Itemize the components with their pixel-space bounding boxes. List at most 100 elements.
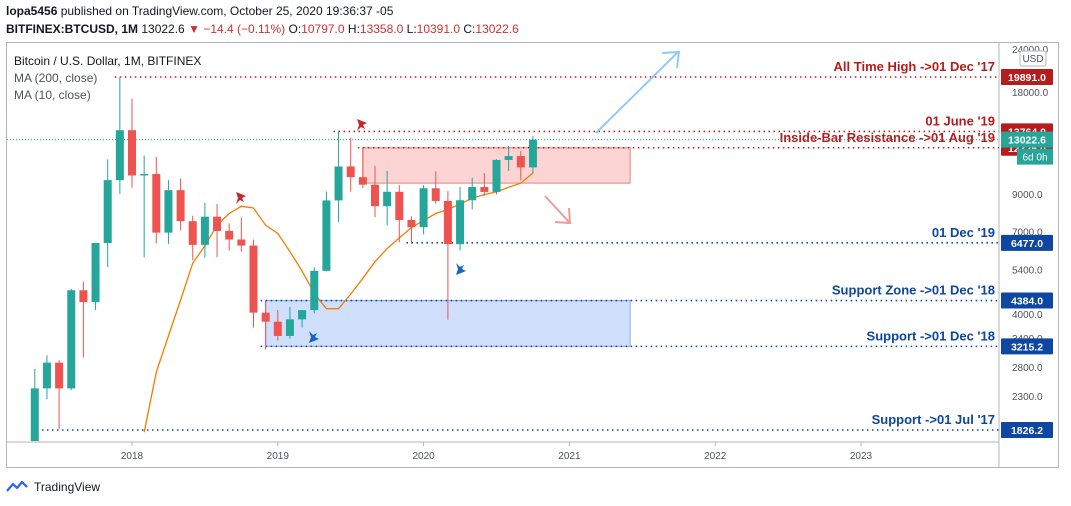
level-label: 01 Dec '19 xyxy=(932,225,995,240)
candle-body[interactable] xyxy=(79,290,88,303)
level-label: 01 June '19 xyxy=(925,113,995,128)
x-tick-label: 2022 xyxy=(704,451,727,462)
price-tag-bg xyxy=(1001,234,1053,251)
candle-body[interactable] xyxy=(273,321,282,336)
bearish-projection-arrow[interactable] xyxy=(544,195,570,223)
candle-body[interactable] xyxy=(152,173,161,233)
sell-signal-icon[interactable] xyxy=(236,192,246,204)
y-tick-label: 7000.0 xyxy=(1012,227,1043,238)
candle-body[interactable] xyxy=(334,166,343,201)
candle-body[interactable] xyxy=(42,362,51,389)
candle-body[interactable] xyxy=(322,200,331,271)
candle-body[interactable] xyxy=(285,319,294,336)
candle-body[interactable] xyxy=(504,156,513,160)
author-name[interactable]: lopa5456 xyxy=(6,4,58,18)
tradingview-logo-icon[interactable] xyxy=(6,481,28,493)
candle-body[interactable] xyxy=(164,190,173,233)
x-tick-label: 2021 xyxy=(558,451,581,462)
arrow-head-icon xyxy=(554,207,572,225)
close-value: 13022.6 xyxy=(475,22,519,36)
arrow-head-icon xyxy=(661,50,681,69)
candle-body[interactable] xyxy=(346,166,355,178)
candle-body[interactable] xyxy=(225,230,234,240)
candle-body[interactable] xyxy=(310,270,319,311)
candle-body[interactable] xyxy=(407,220,416,228)
y-tick-label: 4000.0 xyxy=(1012,310,1043,321)
candle-body[interactable] xyxy=(492,159,501,192)
publish-details: published on TradingView.com, October 25… xyxy=(57,4,394,18)
price-tag-label: 1826.2 xyxy=(1011,425,1043,437)
candle-body[interactable] xyxy=(237,239,246,246)
y-tick-label: 9000.0 xyxy=(1012,190,1043,201)
current-price-tag: 13022.6 xyxy=(1008,135,1046,147)
candle-body[interactable] xyxy=(55,362,64,389)
candle-body[interactable] xyxy=(528,139,537,168)
ma-10-line[interactable] xyxy=(143,172,534,433)
buy-signal-icon[interactable] xyxy=(309,331,319,343)
x-tick-label: 2020 xyxy=(412,451,435,462)
x-tick-label: 2019 xyxy=(267,451,290,462)
buy-signal-icon[interactable] xyxy=(456,263,466,275)
price-tag-label: 6477.0 xyxy=(1011,238,1043,250)
candle-body[interactable] xyxy=(213,216,222,231)
candle-body[interactable] xyxy=(431,188,440,201)
price-tag-label: 19891.0 xyxy=(1008,72,1046,84)
open-label: O: xyxy=(288,22,302,36)
candle-body[interactable] xyxy=(395,191,404,221)
candle-body[interactable] xyxy=(443,200,452,245)
candle-body[interactable] xyxy=(67,290,76,389)
last-price: 13022.6 xyxy=(141,22,185,36)
candle-body[interactable] xyxy=(103,180,112,244)
candle-body[interactable] xyxy=(176,190,185,222)
candle-body[interactable] xyxy=(480,187,489,192)
low-value: 10391.0 xyxy=(416,22,461,36)
publish-info: lopa5456 published on TradingView.com, O… xyxy=(6,4,393,19)
level-label: All Time High ->01 Dec '17 xyxy=(834,59,995,74)
level-label: Support ->01 Jul '17 xyxy=(872,412,995,427)
x-tick-label: 2023 xyxy=(850,451,873,462)
candle-body[interactable] xyxy=(358,177,367,185)
sell-signal-icon[interactable] xyxy=(357,119,367,131)
price-tag-bg xyxy=(1001,338,1053,355)
countdown-tag-bg xyxy=(1017,148,1053,165)
level-label: Inside-Bar Resistance ->01 Aug '19 xyxy=(780,130,995,145)
candle-body[interactable] xyxy=(200,216,209,245)
chart-frame[interactable] xyxy=(6,42,1059,468)
low-label: L: xyxy=(406,22,417,36)
candle-body[interactable] xyxy=(298,310,307,320)
candle-body[interactable] xyxy=(30,388,39,441)
price-tag-bg xyxy=(1001,69,1053,85)
candle-body[interactable] xyxy=(371,184,379,207)
ma-200-legend: MA (200, close) xyxy=(14,71,97,85)
candle-body[interactable] xyxy=(468,187,477,201)
price-tag-bg xyxy=(1001,422,1053,438)
currency-badge[interactable] xyxy=(1019,50,1047,67)
price-tag-bg xyxy=(1001,292,1053,309)
candle-body[interactable] xyxy=(115,130,124,181)
candle-body[interactable] xyxy=(516,156,525,168)
high-label: H: xyxy=(347,22,360,36)
current-price-tag-bg xyxy=(1001,131,1053,148)
y-tick-label: 2300.0 xyxy=(1012,392,1043,403)
price-change: −14.4 (−0.11%) xyxy=(203,22,286,36)
candle-body[interactable] xyxy=(261,312,270,322)
candle-body[interactable] xyxy=(456,200,465,245)
candle-body[interactable] xyxy=(128,130,136,176)
y-tick-label: 5400.0 xyxy=(1012,266,1043,277)
down-arrow-icon: ▼ xyxy=(188,22,200,36)
candle-body[interactable] xyxy=(249,245,258,313)
open-value: 10797.0 xyxy=(301,22,345,36)
candle-body[interactable] xyxy=(188,221,197,245)
brand-name[interactable]: TradingView xyxy=(34,480,101,494)
ma-10-legend: MA (10, close) xyxy=(14,88,91,102)
bullish-projection-arrow[interactable] xyxy=(595,51,679,134)
symbol-label: BITFINEX:BTCUSD, 1M xyxy=(6,22,138,36)
candle-body[interactable] xyxy=(91,243,100,303)
candle-body[interactable] xyxy=(140,173,149,176)
candle-body[interactable] xyxy=(383,191,392,207)
candle-body[interactable] xyxy=(419,188,428,228)
symbol-ohlc-line: BITFINEX:BTCUSD, 1M 13022.6 ▼ −14.4 (−0.… xyxy=(6,22,519,37)
y-tick-label: 2800.0 xyxy=(1012,363,1043,374)
footer: TradingView xyxy=(6,480,100,494)
